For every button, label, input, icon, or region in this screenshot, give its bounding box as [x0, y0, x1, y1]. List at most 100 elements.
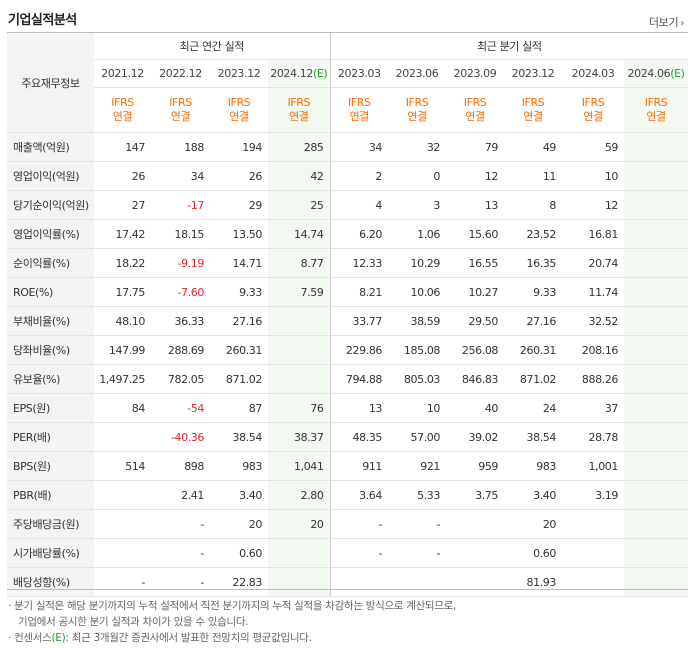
table-cell: 9.33 [210, 277, 268, 307]
table-cell: 3.64 [329, 480, 389, 510]
row-label: 부채비율(%) [7, 306, 94, 336]
table-cell [624, 538, 689, 568]
table-cell [624, 393, 689, 423]
table-cell: 36.33 [151, 306, 210, 336]
ifrs-line2: 연결 [465, 110, 485, 123]
period-header: 2024.12(E) [268, 59, 331, 88]
table-cell: 846.83 [446, 364, 505, 394]
table-cell [624, 219, 689, 249]
table-cell: 983 [210, 451, 268, 481]
table-cell: 7.59 [268, 277, 331, 307]
table-cell [624, 190, 689, 220]
table-cell [624, 335, 689, 365]
ifrs-line2: 연결 [407, 110, 427, 123]
table-row: 순이익률(%) 18.22 -9.19 14.71 8.77 12.33 10.29 16.5… [7, 248, 689, 278]
period-header: 2024.03 [562, 59, 625, 88]
ifrs-label: IFRS 연결 [562, 87, 625, 133]
table-cell: 18.22 [94, 248, 151, 278]
table-cell: 76 [268, 393, 331, 423]
table-cell: 794.88 [329, 364, 389, 394]
table-cell: 59 [562, 132, 625, 162]
table-row: 당좌비율(%) 147.99 288.69 260.31 229.86 185.08 256… [7, 335, 689, 365]
table-cell [562, 567, 625, 597]
row-label: 유보율(%) [7, 364, 94, 394]
table-cell: 0 [388, 161, 447, 191]
ifrs-line1: IFRS [463, 96, 487, 109]
financial-table: 주요재무정보 최근 연간 실적 최근 분기 실적 2021.12 2022.12 2… [7, 33, 689, 597]
ifrs-label: IFRS 연결 [94, 87, 151, 133]
table-cell: - [388, 538, 447, 568]
table-cell: 188 [151, 132, 210, 162]
table-cell: 29.50 [446, 306, 505, 336]
table-cell: 260.31 [210, 335, 268, 365]
table-cell: 81.93 [504, 567, 563, 597]
table-cell: 25 [268, 190, 331, 220]
table-cell: 79 [446, 132, 505, 162]
table-cell: 10.06 [388, 277, 447, 307]
table-top-border [7, 32, 688, 33]
table-cell: 0.60 [210, 538, 268, 568]
table-cell: 14.71 [210, 248, 268, 278]
period-label: 2022.12 [159, 67, 202, 80]
table-cell: 10.29 [388, 248, 447, 278]
table-cell: 11 [504, 161, 563, 191]
table-cell: 26 [210, 161, 268, 191]
footnote-2: · 컨센서스(E): 최근 3개월간 증권사에서 발표한 전망치의 평균값입니다… [8, 630, 684, 646]
row-label: 주당배당금(원) [7, 509, 94, 539]
table-cell: 229.86 [329, 335, 389, 365]
footnote-1-cont: 기업에서 공시한 분기 실적과 차이가 있을 수 있습니다. [18, 616, 249, 628]
table-bottom-border [7, 589, 688, 590]
table-row: 당기순이익(억원) 27 -17 29 25 4 3 13 8 12 [7, 190, 689, 220]
ifrs-line1: IFRS [169, 96, 192, 109]
ifrs-label: IFRS 연결 [151, 87, 210, 133]
period-label: 2024.12 [270, 67, 313, 80]
section-title: 기업실적분석 [8, 13, 77, 28]
table-cell: -40.36 [151, 422, 210, 452]
table-row: BPS(원) 514 898 983 1,041 911 921 959 983 1,001 [7, 451, 689, 481]
ifrs-line1: IFRS [581, 96, 605, 109]
estimate-badge: (E) [670, 67, 685, 80]
table-cell [624, 306, 689, 336]
more-link[interactable]: 더보기 › [649, 14, 684, 30]
table-cell: 24 [504, 393, 563, 423]
table-cell: 33.77 [329, 306, 389, 336]
table-cell: 911 [329, 451, 389, 481]
table-cell: 39.02 [446, 422, 505, 452]
table-cell: 805.03 [388, 364, 447, 394]
table-cell [624, 132, 689, 162]
estimate-badge: (E) [51, 632, 66, 644]
period-header: 2023.06 [388, 59, 447, 88]
period-label: 2024.06 [627, 67, 671, 80]
row-label: BPS(원) [7, 451, 94, 481]
table-cell: 12.33 [329, 248, 389, 278]
table-cell: 2.41 [151, 480, 210, 510]
table-cell [624, 480, 689, 510]
ifrs-line2: 연결 [646, 110, 666, 123]
table-cell [624, 161, 689, 191]
table-cell: 16.35 [504, 248, 563, 278]
period-header: 2023.12 [504, 59, 563, 88]
table-cell: 48.10 [94, 306, 151, 336]
table-cell: 28.78 [562, 422, 625, 452]
table-cell: 20 [268, 509, 331, 539]
table-cell: 185.08 [388, 335, 447, 365]
table-cell: 2 [329, 161, 389, 191]
row-label: EPS(원) [7, 393, 94, 423]
table-cell: 871.02 [504, 364, 563, 394]
table-cell [446, 509, 505, 539]
table-cell [268, 306, 331, 336]
table-cell: 23.52 [504, 219, 563, 249]
table-row: EPS(원) 84 -54 87 76 13 10 40 24 37 [7, 393, 689, 423]
table-row: PBR(배) 2.41 3.40 2.80 3.64 5.33 3.75 3.40 3.19 [7, 480, 689, 510]
table-cell: 1,041 [268, 451, 331, 481]
table-cell: 147.99 [94, 335, 151, 365]
ifrs-line1: IFRS [287, 96, 311, 109]
table-cell: 5.33 [388, 480, 447, 510]
table-cell: 782.05 [151, 364, 210, 394]
estimate-badge: (E) [312, 67, 328, 80]
table-cell: 49 [504, 132, 563, 162]
table-row: 부채비율(%) 48.10 36.33 27.16 33.77 38.59 29.50 27.… [7, 306, 689, 336]
table-cell: 20 [210, 509, 268, 539]
table-cell: 3.75 [446, 480, 505, 510]
row-label: 매출액(억원) [7, 132, 94, 162]
